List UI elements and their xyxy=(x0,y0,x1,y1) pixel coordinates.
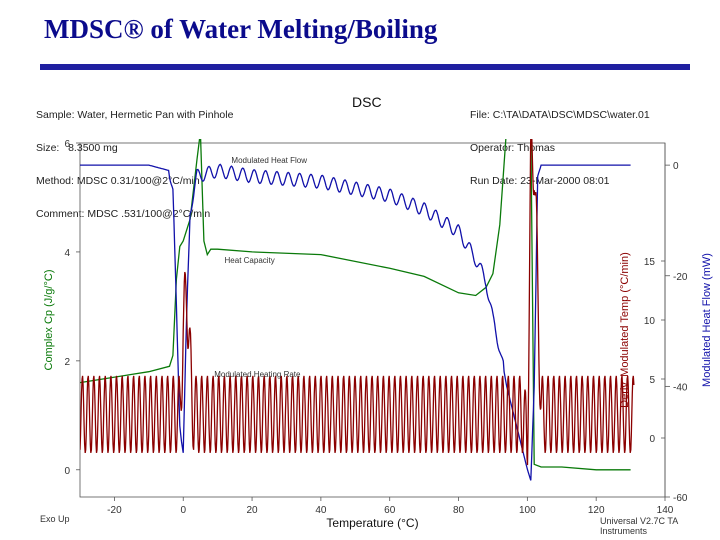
sample-line: Sample: Water, Hermetic Pan with Pinhole xyxy=(36,109,234,121)
file-line: File: C:\TA\DATA\DSC\MDSC\water.01 xyxy=(470,109,650,121)
x-tick-label: 120 xyxy=(588,505,605,516)
cp-tick-label: 2 xyxy=(64,357,70,368)
rate-axis-label: Deriv. Modulated Temp (°C/min) xyxy=(619,252,631,408)
cp-tick-label: 0 xyxy=(64,466,70,477)
annotation-label: Modulated Heat Flow xyxy=(231,156,307,165)
modulated-heating-rate-line xyxy=(80,139,635,466)
hf-tick-label: -60 xyxy=(673,493,688,504)
x-tick-label: 60 xyxy=(384,505,396,516)
exo-up-label: Exo Up xyxy=(40,514,70,524)
rate-tick-label: 15 xyxy=(644,257,656,268)
hf-tick-label: -40 xyxy=(673,382,688,393)
x-tick-label: 0 xyxy=(180,505,186,516)
x-tick-label: 40 xyxy=(315,505,327,516)
hf-tick-label: -20 xyxy=(673,272,688,283)
modulated-heat-flow-line xyxy=(80,163,631,481)
cp-axis-label: Complex Cp (J/g/°C) xyxy=(43,270,55,371)
cp-tick-label: 6 xyxy=(64,139,70,150)
x-tick-label: 20 xyxy=(246,505,258,516)
x-tick-label: 100 xyxy=(519,505,536,516)
slide-title: MDSC® of Water Melting/Boiling xyxy=(44,14,438,44)
title-rule xyxy=(40,64,690,70)
x-tick-label: -20 xyxy=(107,505,122,516)
sample-info: Sample: Water, Hermetic Pan with Pinhole… xyxy=(36,88,233,231)
rate-tick-label: 5 xyxy=(649,375,655,386)
x-tick-label: 140 xyxy=(657,505,674,516)
x-tick-label: 80 xyxy=(453,505,465,516)
cp-tick-label: 4 xyxy=(64,248,70,259)
annotation-label: Heat Capacity xyxy=(225,256,275,265)
comment-line: Comment: MDSC .531/100@2°C/min xyxy=(36,208,211,220)
annotation-label: Modulated Heating Rate xyxy=(214,370,301,379)
hf-tick-label: 0 xyxy=(673,161,679,172)
size-line: Size: 8.3500 mg xyxy=(36,142,118,154)
x-axis-label: Temperature (°C) xyxy=(326,516,418,530)
rate-tick-label: 10 xyxy=(644,316,656,327)
heat-capacity-line xyxy=(80,139,631,471)
run-date-line: Run Date: 23-Mar-2000 08:01 xyxy=(470,175,610,187)
chart-title: DSC xyxy=(352,94,382,110)
file-info: File: C:\TA\DATA\DSC\MDSC\water.01 Opera… xyxy=(470,88,650,198)
hf-axis-label: Modulated Heat Flow (mW) xyxy=(701,253,713,387)
rate-tick-label: 0 xyxy=(649,434,655,445)
instrument-label: Universal V2.7C TA Instruments xyxy=(600,516,678,536)
method-line: Method: MDSC 0.31/100@2°C/min xyxy=(36,175,200,187)
operator-line: Operator: Thomas xyxy=(470,142,556,154)
